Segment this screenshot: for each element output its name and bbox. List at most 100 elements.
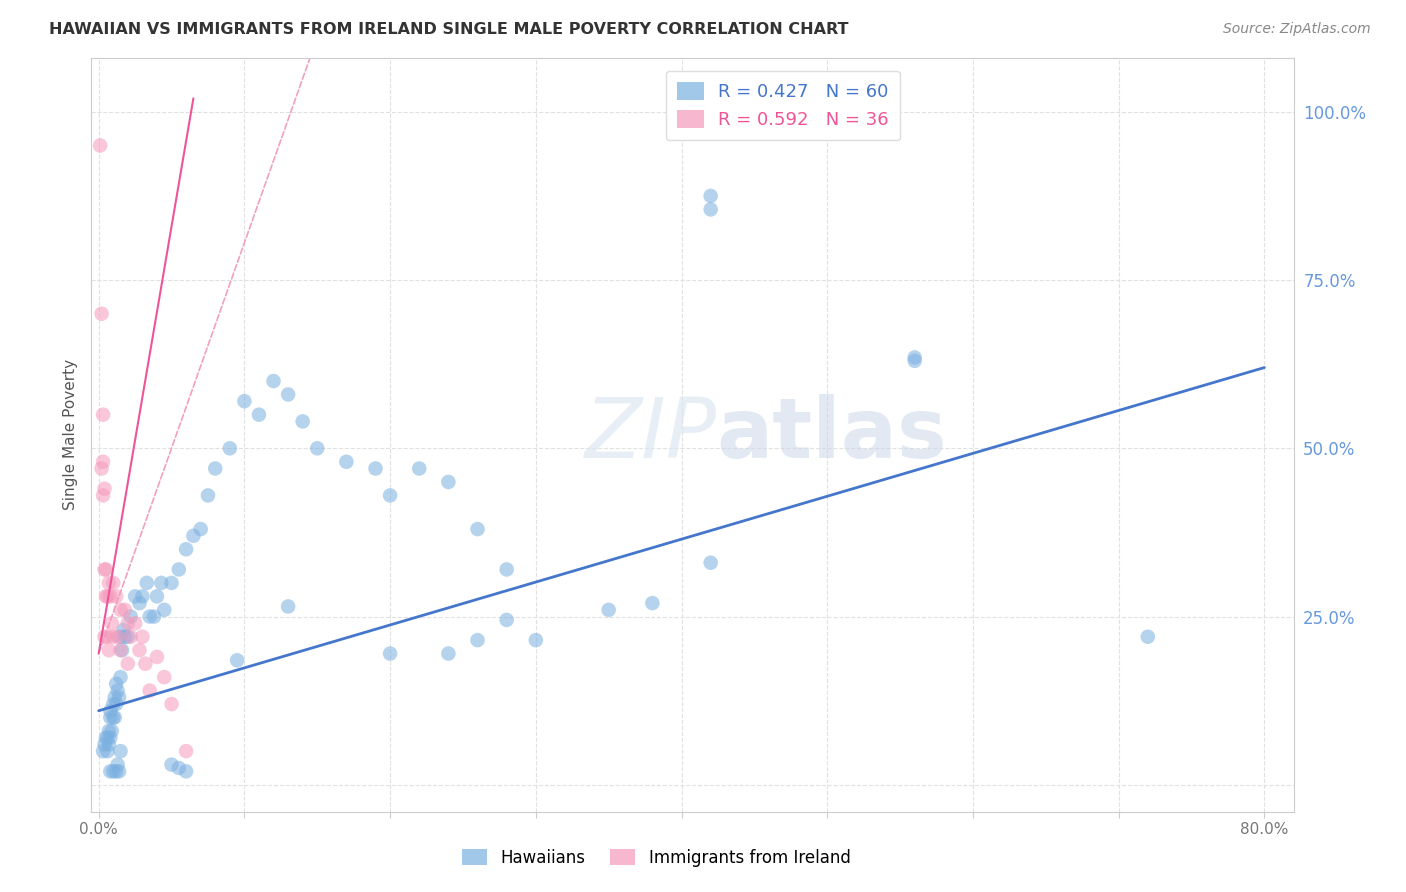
Point — [90, 307, 112, 321]
Point — [143, 609, 166, 624]
Point — [98, 710, 121, 724]
Point — [93, 562, 115, 576]
Point — [107, 757, 129, 772]
Point — [96, 630, 118, 644]
Point — [103, 630, 125, 644]
Point — [183, 529, 205, 543]
Point — [107, 683, 129, 698]
Point — [277, 387, 299, 401]
Point — [226, 653, 249, 667]
Point — [103, 764, 125, 779]
Point — [598, 603, 620, 617]
Point — [98, 731, 121, 745]
Point — [120, 609, 142, 624]
Point — [904, 354, 927, 368]
Point — [103, 575, 125, 590]
Point — [699, 556, 721, 570]
Point — [197, 488, 219, 502]
Point — [110, 603, 132, 617]
Point — [160, 697, 183, 711]
Point — [467, 633, 489, 648]
Point — [263, 374, 285, 388]
Text: atlas: atlas — [717, 394, 948, 475]
Point — [160, 575, 183, 590]
Point — [167, 761, 190, 775]
Point — [277, 599, 299, 614]
Point — [138, 683, 160, 698]
Point — [104, 710, 127, 724]
Point — [110, 670, 132, 684]
Point — [90, 461, 112, 475]
Point — [699, 202, 721, 217]
Point — [247, 408, 270, 422]
Point — [138, 609, 160, 624]
Point — [98, 704, 121, 718]
Point — [94, 731, 117, 745]
Point — [120, 630, 142, 644]
Point — [167, 562, 190, 576]
Point — [103, 697, 125, 711]
Point — [112, 623, 135, 637]
Text: HAWAIIAN VS IMMIGRANTS FROM IRELAND SINGLE MALE POVERTY CORRELATION CHART: HAWAIIAN VS IMMIGRANTS FROM IRELAND SING… — [49, 22, 849, 37]
Point — [101, 723, 124, 738]
Point — [128, 596, 150, 610]
Point — [105, 697, 128, 711]
Point — [93, 482, 115, 496]
Point — [437, 475, 460, 489]
Point — [108, 764, 131, 779]
Point — [204, 461, 226, 475]
Point — [93, 630, 115, 644]
Point — [117, 657, 139, 671]
Point — [378, 647, 401, 661]
Text: Source: ZipAtlas.com: Source: ZipAtlas.com — [1223, 22, 1371, 37]
Point — [495, 562, 517, 576]
Point — [104, 690, 127, 705]
Point — [699, 189, 721, 203]
Point — [160, 757, 183, 772]
Point — [174, 764, 197, 779]
Point — [93, 738, 115, 752]
Point — [103, 710, 125, 724]
Point — [233, 394, 256, 409]
Point — [94, 562, 117, 576]
Point — [110, 744, 132, 758]
Point — [131, 590, 153, 604]
Point — [108, 690, 131, 705]
Point — [96, 590, 118, 604]
Point — [134, 657, 156, 671]
Point — [218, 442, 240, 456]
Point — [111, 643, 134, 657]
Point — [105, 764, 128, 779]
Point — [96, 731, 118, 745]
Point — [105, 590, 128, 604]
Point — [146, 590, 169, 604]
Point — [437, 647, 460, 661]
Point — [91, 408, 114, 422]
Point — [364, 461, 387, 475]
Point — [150, 575, 173, 590]
Point — [110, 630, 132, 644]
Point — [124, 616, 146, 631]
Point — [291, 414, 314, 428]
Point — [378, 488, 401, 502]
Point — [105, 677, 128, 691]
Point — [107, 630, 129, 644]
Point — [495, 613, 517, 627]
Point — [467, 522, 489, 536]
Point — [97, 643, 120, 657]
Y-axis label: Single Male Poverty: Single Male Poverty — [63, 359, 79, 510]
Point — [904, 351, 927, 365]
Point — [114, 630, 136, 644]
Point — [131, 630, 153, 644]
Point — [128, 643, 150, 657]
Point — [110, 643, 132, 657]
Point — [98, 590, 121, 604]
Point — [135, 575, 157, 590]
Point — [335, 455, 357, 469]
Point — [97, 723, 120, 738]
Point — [98, 764, 121, 779]
Text: ZIP: ZIP — [585, 394, 717, 475]
Point — [101, 616, 124, 631]
Point — [91, 455, 114, 469]
Point — [114, 603, 136, 617]
